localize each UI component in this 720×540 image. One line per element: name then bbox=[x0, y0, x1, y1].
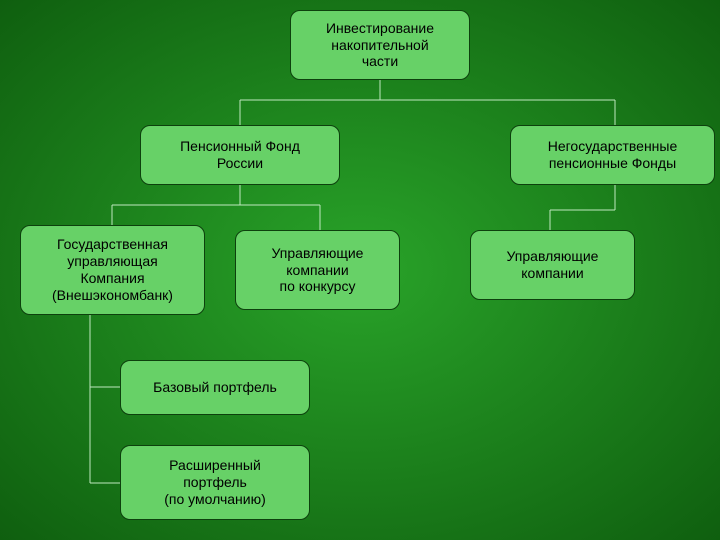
node-base-portfolio: Базовый портфель bbox=[120, 360, 310, 415]
node-extended-portfolio: Расширенныйпортфель(по умолчанию) bbox=[120, 445, 310, 520]
node-mgmt-companies: Управляющиекомпании bbox=[470, 230, 635, 300]
node-pension-fund-russia: Пенсионный ФондРоссии bbox=[140, 125, 340, 185]
diagram-canvas: Инвестированиенакопительнойчасти Пенсион… bbox=[0, 0, 720, 540]
node-root: Инвестированиенакопительнойчасти bbox=[290, 10, 470, 80]
node-nongov-pension-funds: Негосударственныепенсионные Фонды bbox=[510, 125, 715, 185]
node-state-mgmt-company: ГосударственнаяуправляющаяКомпания(Внешэ… bbox=[20, 225, 205, 315]
node-mgmt-companies-tender: Управляющиекомпаниипо конкурсу bbox=[235, 230, 400, 310]
